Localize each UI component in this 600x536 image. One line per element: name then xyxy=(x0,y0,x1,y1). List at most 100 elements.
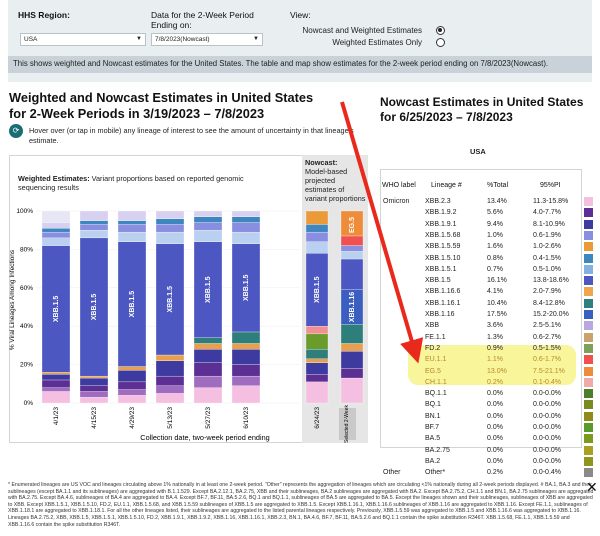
bar-segment[interactable] xyxy=(193,210,223,217)
bar-segment[interactable] xyxy=(231,222,261,233)
bar-segment[interactable] xyxy=(41,222,71,229)
table-row[interactable]: XBB.1.5 16.1% 13.8-18.6% xyxy=(381,275,595,287)
bar-segment[interactable] xyxy=(305,224,329,233)
table-row[interactable]: XBB.1.16 17.5% 15.2-20.0% xyxy=(381,309,595,321)
bar-segment[interactable] xyxy=(193,337,223,344)
bar-segment[interactable] xyxy=(155,231,185,244)
bar-segment[interactable] xyxy=(41,210,71,223)
bar-segment[interactable] xyxy=(231,385,261,404)
bar-segment[interactable] xyxy=(231,331,261,344)
bar-segment[interactable] xyxy=(193,349,223,363)
bar-segment[interactable] xyxy=(117,389,147,396)
table-row[interactable]: BQ.1 0.0% 0.0-0.0% xyxy=(381,399,595,411)
bar-segment[interactable] xyxy=(305,381,329,404)
bar-segment[interactable] xyxy=(193,375,223,388)
bar-segment[interactable] xyxy=(305,326,329,335)
table-row[interactable]: XBB.1.9.1 9.4% 8.1-10.9% xyxy=(381,219,595,231)
bar-segment[interactable] xyxy=(305,358,329,363)
bar-segment[interactable] xyxy=(41,245,71,373)
bar-segment[interactable] xyxy=(340,343,364,352)
bar-segment[interactable] xyxy=(155,210,185,219)
table-row[interactable]: XBB.1.5.1 0.7% 0.5-1.0% xyxy=(381,264,595,276)
bar-segment[interactable] xyxy=(117,210,147,221)
table-row[interactable]: BF.7 0.0% 0.0-0.0% xyxy=(381,422,595,434)
bar-segment[interactable] xyxy=(305,362,329,375)
bar-segment[interactable] xyxy=(193,241,223,338)
table-row[interactable]: XBB.1.9.2 5.6% 4.0-7.7% xyxy=(381,207,595,219)
bar-segment[interactable] xyxy=(305,374,329,383)
bar-segment[interactable] xyxy=(193,343,223,350)
bar-segment[interactable] xyxy=(117,381,147,390)
bar-segment[interactable] xyxy=(305,349,329,359)
table-row[interactable]: BN.1 0.0% 0.0-0.0% xyxy=(381,411,595,423)
bar-segment[interactable] xyxy=(79,397,109,404)
bar-segment[interactable] xyxy=(79,385,109,392)
table-row[interactable]: CH.1.1 0.2% 0.1-0.4% xyxy=(381,377,595,389)
table-row[interactable]: BA.2 0.0% 0.0-0.0% xyxy=(381,456,595,468)
bar-segment[interactable] xyxy=(41,372,71,375)
bar-segment[interactable] xyxy=(231,343,261,350)
bar-segment[interactable] xyxy=(231,216,261,223)
bar-segment[interactable] xyxy=(117,231,147,242)
bar-segment[interactable] xyxy=(117,366,147,371)
bar-segment[interactable] xyxy=(340,245,364,252)
bar-segment[interactable] xyxy=(155,375,185,386)
table-row[interactable]: EG.5 13.0% 7.5-21.1% xyxy=(381,366,595,378)
bar-segment[interactable] xyxy=(117,224,147,233)
bar-segment[interactable] xyxy=(79,220,109,225)
bar-segment[interactable] xyxy=(193,230,223,242)
period-select[interactable]: 7/8/2023(Nowcast) ▼ xyxy=(151,33,263,46)
bar-segment[interactable] xyxy=(155,224,185,233)
bar-segment[interactable] xyxy=(117,395,147,404)
bar-segment[interactable] xyxy=(305,210,329,225)
table-row[interactable]: XBB.1.16.6 4.1% 2.0-7.9% xyxy=(381,286,595,298)
bar-segment[interactable] xyxy=(117,220,147,225)
bar-segment[interactable] xyxy=(41,387,71,392)
bar-segment[interactable] xyxy=(155,243,185,356)
bar-segment[interactable] xyxy=(340,324,364,344)
bar-segment[interactable] xyxy=(340,377,364,404)
bar-segment[interactable] xyxy=(79,391,109,398)
table-row[interactable]: EU.1.1 1.1% 0.6-1.7% xyxy=(381,354,595,366)
bar-segment[interactable] xyxy=(231,375,261,386)
table-row[interactable]: Omicron XBB.2.3 13.4% 11.3-15.8% xyxy=(381,196,595,208)
bar-segment[interactable] xyxy=(340,368,364,379)
bar-segment[interactable] xyxy=(41,379,71,388)
bar-segment[interactable] xyxy=(231,364,261,377)
table-row[interactable]: FD.2 0.9% 0.5-1.5% xyxy=(381,343,595,355)
bar-segment[interactable] xyxy=(231,243,261,333)
stacked-bars[interactable]: XBB.1.5 XBB.1.5 XBB.1.5 XBB.1.5 XBB.1.5 XBB.1… xyxy=(41,210,364,404)
bar-segment[interactable] xyxy=(193,216,223,223)
bar-segment[interactable] xyxy=(155,218,185,225)
table-row[interactable]: BA.5 0.0% 0.0-0.0% xyxy=(381,433,595,445)
bar-segment[interactable] xyxy=(155,354,185,361)
bar-segment[interactable] xyxy=(79,230,109,239)
bar-segment[interactable] xyxy=(340,235,364,246)
table-row[interactable]: XBB 3.6% 2.5-5.1% xyxy=(381,320,595,332)
close-icon[interactable]: ✕ xyxy=(586,479,598,495)
bar-segment[interactable] xyxy=(340,351,364,369)
bar-segment[interactable] xyxy=(79,210,109,221)
bar-segment[interactable] xyxy=(305,333,329,350)
bar-segment[interactable] xyxy=(193,362,223,377)
table-row[interactable]: XBB.1.5.68 1.0% 0.6-1.9% xyxy=(381,230,595,242)
table-row[interactable]: Other Other* 0.2% 0.0-0.4% xyxy=(381,467,595,479)
bar-segment[interactable] xyxy=(340,258,364,290)
bar-segment[interactable] xyxy=(117,241,147,367)
bar-segment[interactable] xyxy=(305,241,329,254)
bar-segment[interactable] xyxy=(79,237,109,377)
bar-segment[interactable] xyxy=(41,228,71,233)
bar-segment[interactable] xyxy=(41,237,71,246)
table-row[interactable]: XBB.1.5.10 0.8% 0.4-1.5% xyxy=(381,253,595,265)
bar-segment[interactable] xyxy=(193,222,223,231)
table-row[interactable]: BA.2.75 0.0% 0.0-0.0% xyxy=(381,445,595,457)
bar-segment[interactable] xyxy=(155,393,185,404)
table-row[interactable]: BQ.1.1 0.0% 0.0-0.0% xyxy=(381,388,595,400)
bar-segment[interactable] xyxy=(41,231,71,239)
bar-segment[interactable] xyxy=(231,210,261,217)
bar-segment[interactable] xyxy=(193,387,223,404)
table-row[interactable]: FE.1.1 1.3% 0.6-2.7% xyxy=(381,332,595,344)
bar-segment[interactable] xyxy=(79,375,109,379)
bar-segment[interactable] xyxy=(41,374,71,381)
bar-segment[interactable] xyxy=(41,391,71,404)
